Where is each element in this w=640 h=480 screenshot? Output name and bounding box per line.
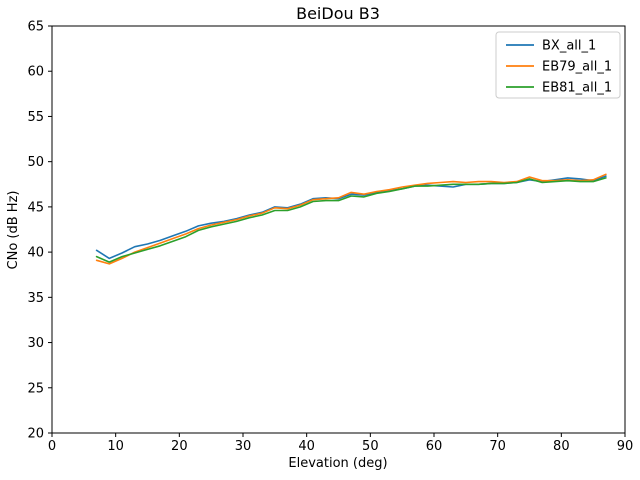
- legend: BX_all_1 EB79_all_1 EB81_all_1: [495, 31, 621, 99]
- y-tick-label: 20: [27, 427, 44, 442]
- x-axis-label: Elevation (deg): [288, 456, 387, 471]
- axes-layer: 0 10 20 30 40 50 60 70 80 90 20 25 30 35 40 45 50 55 60 65: [27, 20, 633, 455]
- y-tick-label: 55: [27, 110, 44, 125]
- legend-label-BX_all_1: BX_all_1: [542, 39, 596, 54]
- x-tick-label: 60: [426, 439, 443, 454]
- y-tick-label: 25: [27, 381, 44, 396]
- plot-border: [51, 25, 626, 434]
- y-tick-label: 50: [27, 155, 44, 170]
- x-tick-label: 40: [298, 439, 315, 454]
- series-line-BX_all_1: [95, 175, 607, 260]
- x-tick-label: 30: [235, 439, 252, 454]
- y-tick-label: 35: [27, 291, 44, 306]
- y-axis-label: CNo (dB Hz): [6, 191, 21, 270]
- chart-title: BeiDou B3: [296, 4, 380, 23]
- y-tick-label: 65: [27, 20, 44, 35]
- y-tick-label: 60: [27, 65, 44, 80]
- series-line-EB79_all_1: [95, 173, 607, 265]
- legend-label-EB81_all_1: EB81_all_1: [542, 81, 612, 96]
- y-tick-label: 40: [27, 246, 44, 261]
- x-tick-label: 90: [617, 439, 634, 454]
- series-line-EB81_all_1: [95, 177, 607, 263]
- x-tick-label: 0: [48, 439, 56, 454]
- y-tick-label: 45: [27, 200, 44, 215]
- legend-box: [495, 31, 621, 99]
- x-tick-label: 50: [362, 439, 379, 454]
- x-tick-label: 70: [489, 439, 506, 454]
- y-tick-label: 30: [27, 336, 44, 351]
- series-layer: [95, 173, 607, 265]
- x-tick-label: 10: [107, 439, 124, 454]
- x-tick-label: 80: [553, 439, 570, 454]
- legend-label-EB79_all_1: EB79_all_1: [542, 60, 612, 75]
- x-tick-label: 20: [171, 439, 188, 454]
